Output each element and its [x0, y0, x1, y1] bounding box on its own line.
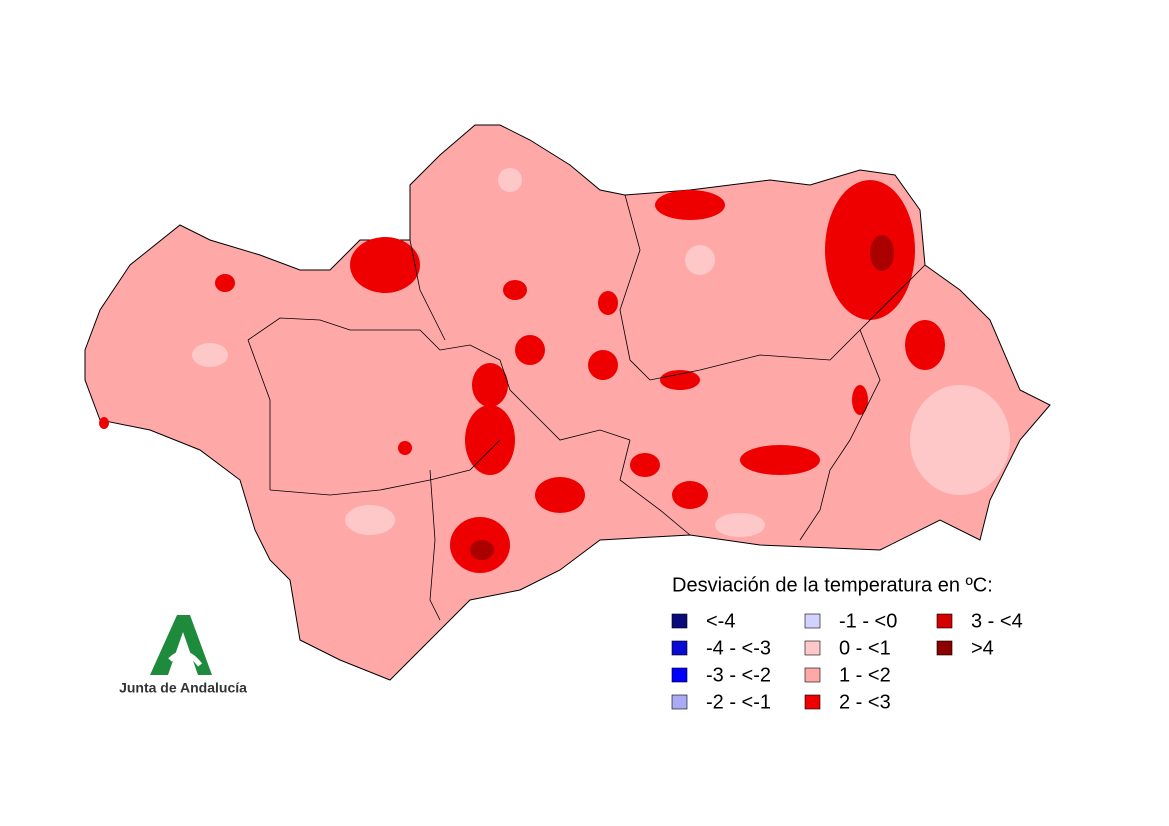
legend-swatch: [804, 667, 821, 683]
logo-mark: [168, 651, 202, 667]
legend-swatch: [671, 694, 688, 710]
warm-areas: [99, 180, 945, 573]
legend-swatch: [671, 667, 688, 683]
legend-label: 3 - <4: [971, 610, 1023, 632]
logo: Junta de Andalucía: [119, 615, 247, 696]
legend-label: >4: [971, 637, 994, 659]
hot-areas: [470, 235, 894, 560]
legend-swatch: [936, 640, 953, 656]
legend-label: <-4: [706, 610, 735, 632]
legend-swatch: [804, 694, 821, 710]
legend-label: -3 - <-2: [706, 664, 771, 686]
legend-title: Desviación de la temperatura en ºC:: [672, 574, 993, 596]
legend-label: 1 - <2: [839, 664, 891, 686]
legend-swatch: [804, 640, 821, 656]
legend-swatch: [804, 613, 821, 629]
legend-label: -2 - <-1: [706, 691, 771, 713]
legend: Desviación de la temperatura en ºC: <-4 -…: [671, 574, 1023, 713]
province-borders: [247, 194, 926, 621]
legend-swatch: [936, 613, 953, 629]
legend-label: -1 - <0: [839, 610, 897, 632]
legend-label: 2 - <3: [839, 691, 891, 713]
legend-label: 0 - <1: [839, 637, 891, 659]
legend-swatch: [671, 640, 688, 656]
logo-text: Junta de Andalucía: [119, 680, 247, 696]
legend-swatch: [671, 613, 688, 629]
legend-label: -4 - <-3: [706, 637, 771, 659]
light-areas: [192, 168, 1010, 537]
logo-mark: [150, 615, 212, 675]
map: [84, 124, 1051, 681]
